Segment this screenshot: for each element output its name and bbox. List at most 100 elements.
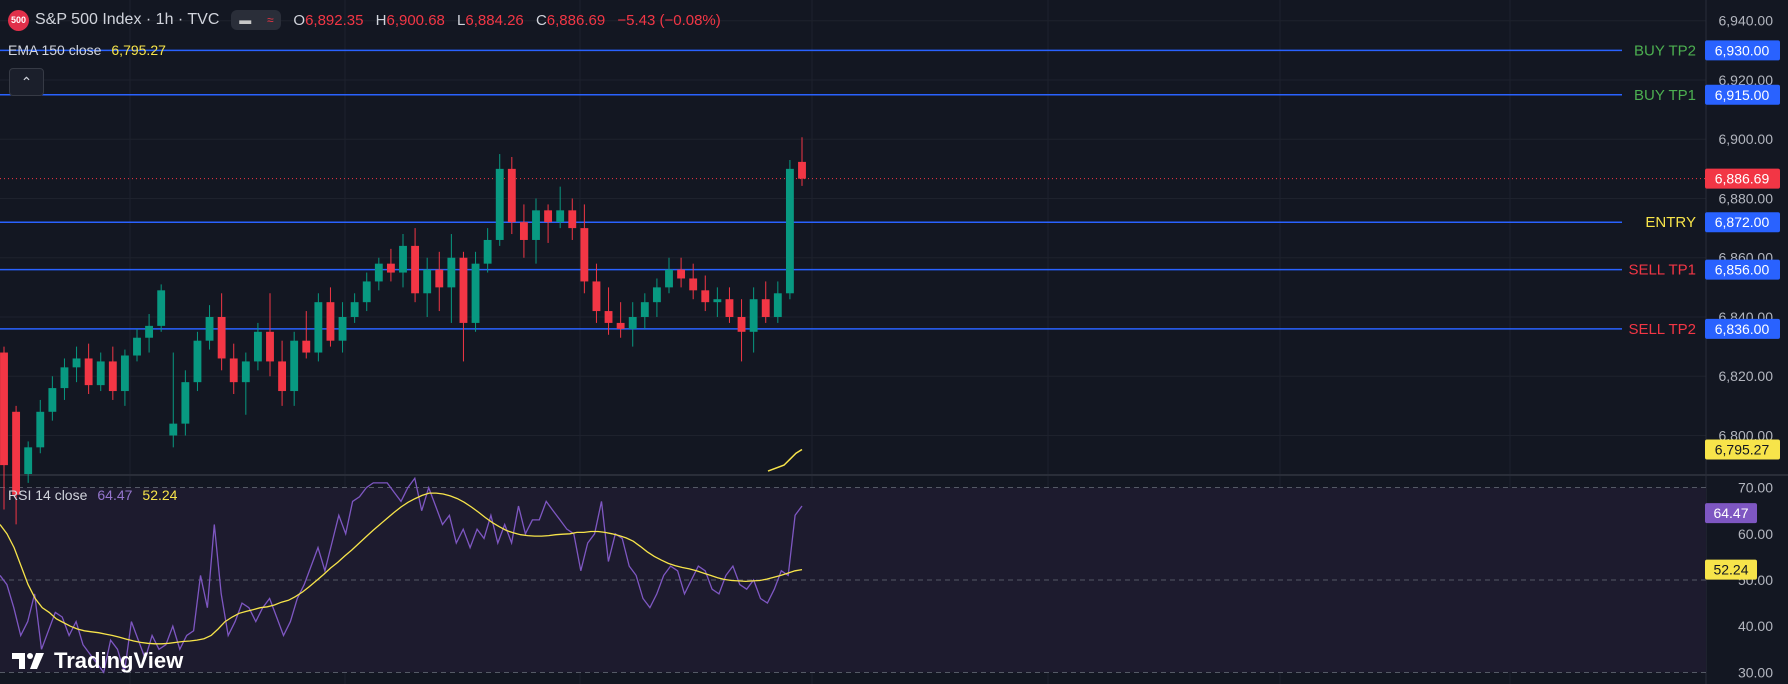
level-price-tag <box>1705 212 1780 233</box>
candle <box>556 186 565 229</box>
candle <box>628 302 637 347</box>
candle <box>120 349 129 406</box>
candle-body <box>665 269 673 288</box>
level-label: ENTRY <box>1645 214 1696 231</box>
ohlc-values: O6,892.35 H6,900.68 L6,884.26 C6,886.69 … <box>293 12 728 29</box>
candle-body <box>677 269 686 279</box>
level-price-tag-text: 6,836.00 <box>1715 321 1770 337</box>
tradingview-wordmark: TradingView <box>54 648 184 673</box>
candle <box>338 302 347 353</box>
ema-line <box>767 448 803 472</box>
high-value: 6,900.68 <box>386 11 445 29</box>
candle <box>362 272 371 312</box>
candle <box>133 328 141 362</box>
candle <box>36 399 45 454</box>
candle <box>761 281 770 323</box>
candle <box>84 343 93 395</box>
candle-body <box>495 168 504 240</box>
level-price-tag-text: 6,915.00 <box>1715 87 1770 103</box>
rsi-value: 64.47 <box>97 487 133 503</box>
level-label: SELL TP1 <box>1628 262 1696 279</box>
candle-body <box>96 361 105 386</box>
collapse-indicators-button[interactable]: ⌃ <box>9 68 44 96</box>
rsi-tick-label: 70.00 <box>1738 480 1773 496</box>
candle <box>374 257 383 291</box>
candle-body <box>423 269 432 294</box>
candlestick-series <box>0 137 806 525</box>
candle-body <box>725 299 734 317</box>
candle-body <box>217 316 226 359</box>
candle-body <box>689 278 698 291</box>
candle <box>785 159 794 300</box>
candle-body <box>471 263 480 323</box>
candle-body <box>447 257 456 288</box>
symbol-legend: 500 S&P 500 Index · 1h · TVC ▬ ≈ O6,892.… <box>8 9 729 31</box>
candle-body <box>483 239 492 264</box>
symbol-title[interactable]: S&P 500 Index · 1h · TVC <box>35 11 220 28</box>
candle-body <box>157 290 166 326</box>
candle <box>713 287 722 317</box>
open-key: O <box>293 11 306 29</box>
candle-body <box>169 423 178 436</box>
close-key: C <box>535 11 547 29</box>
level-label: SELL TP2 <box>1628 321 1696 338</box>
candle <box>302 311 311 359</box>
rsi-tick-label: 40.00 <box>1738 618 1773 634</box>
candle <box>749 287 758 353</box>
ema-150-line <box>767 448 803 472</box>
candle-body <box>193 340 202 383</box>
rsi-legend[interactable]: RSI 14 close 64.47 52.24 <box>8 487 177 503</box>
candle <box>12 405 21 525</box>
level-price-tag <box>1705 318 1780 339</box>
candle-body <box>519 222 528 240</box>
candle <box>773 281 782 323</box>
candle-body <box>229 358 238 383</box>
market-status-pill[interactable]: ▬ ≈ <box>231 10 282 30</box>
candle-body <box>568 210 577 229</box>
candle <box>278 340 287 406</box>
rsi-value-tag-text: 52.24 <box>1713 562 1748 578</box>
candle <box>471 251 480 332</box>
low-key: L <box>457 11 466 29</box>
candle-body <box>749 299 758 332</box>
candle <box>652 278 661 317</box>
candle <box>266 293 274 377</box>
candle-body <box>761 299 770 317</box>
candle-body <box>338 316 347 341</box>
price-tick-label: 6,880.00 <box>1719 190 1774 206</box>
candle <box>447 234 456 323</box>
candle-body <box>713 299 722 303</box>
rsi-line <box>0 476 803 674</box>
candle-body <box>36 411 45 448</box>
candle-body <box>278 361 287 392</box>
candle <box>677 257 686 288</box>
wave-icon: ≈ <box>266 13 274 27</box>
candle-body <box>120 355 129 392</box>
candle-body <box>507 168 516 223</box>
candle-body <box>326 302 335 341</box>
candle <box>217 293 226 371</box>
rsi-band-fill <box>0 487 1706 673</box>
candle <box>60 358 69 400</box>
candle-body <box>350 302 359 317</box>
candle-body <box>652 287 661 303</box>
candle-body <box>48 388 57 412</box>
ema-legend[interactable]: EMA 150 close 6,795.27 <box>8 42 166 58</box>
rsi-ma-line <box>0 492 803 645</box>
last-price-tag <box>1705 168 1780 189</box>
candle <box>665 257 673 294</box>
candle-body <box>181 382 190 424</box>
tradingview-logo[interactable]: TradingView <box>12 648 183 674</box>
candle <box>181 370 190 436</box>
rsi-label: RSI 14 close <box>8 487 88 503</box>
rsi-value-tag-text: 64.47 <box>1713 505 1748 521</box>
candle <box>532 198 540 264</box>
candle-body <box>241 361 250 383</box>
rsi-value-tag <box>1705 559 1757 580</box>
candle <box>193 331 202 392</box>
candle <box>241 352 250 415</box>
low-value: 6,884.26 <box>465 11 524 29</box>
candle-body <box>386 263 395 273</box>
